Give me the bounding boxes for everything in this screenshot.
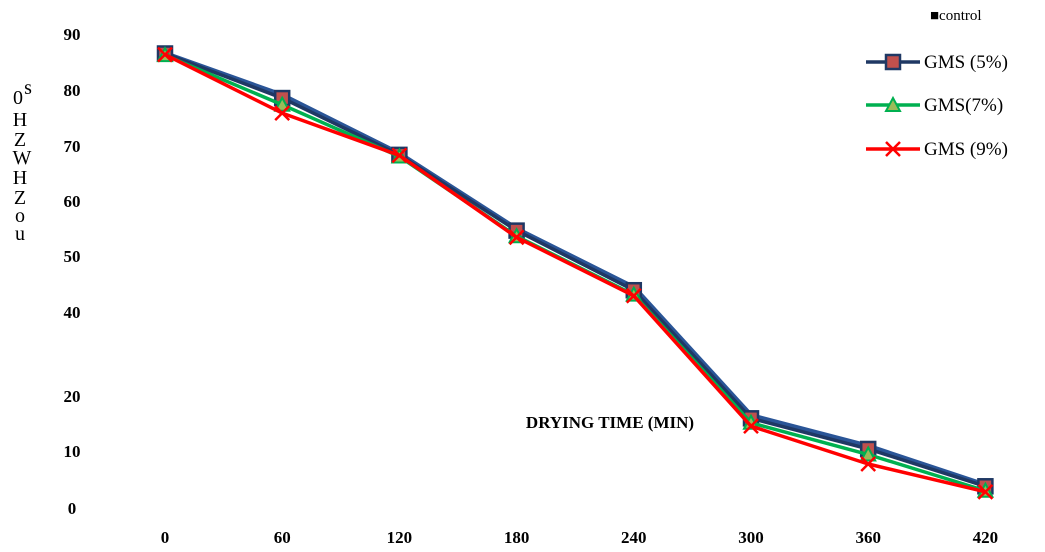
series-line: [164, 51, 986, 488]
x-tick-label: 300: [738, 528, 764, 547]
data-point-triangle: [273, 95, 291, 112]
y-axis-label-glyph: H: [13, 109, 27, 131]
y-tick-label: 60: [64, 192, 81, 211]
x-tick-label: 240: [621, 528, 647, 547]
series-control: [164, 51, 987, 488]
legend-header: ■control: [930, 8, 982, 24]
data-point-x: [157, 46, 173, 63]
y-tick-label: 0: [68, 499, 77, 518]
legend-label: GMS (9%): [924, 139, 1008, 160]
data-point-x: [885, 141, 901, 157]
x-tick-label: 420: [973, 528, 999, 547]
data-point-x: [391, 147, 408, 164]
series-lines: [156, 45, 995, 500]
y-axis-label-glyph: u: [15, 223, 25, 245]
series-gms-9-: [157, 46, 994, 500]
y-axis-label-glyph: s: [24, 77, 32, 99]
y-tick-label: 20: [64, 387, 81, 406]
y-tick-label: 50: [64, 247, 81, 266]
y-tick-label: 40: [64, 303, 81, 322]
legend-entry: GMS(7%): [866, 95, 1003, 116]
y-axis-label-glyph: Z: [14, 187, 26, 209]
y-axis-label-glyph: 0: [13, 87, 23, 109]
x-axis-ticks: 0 60 120 180 240 300 360 420: [161, 528, 998, 547]
data-point-triangle: [859, 445, 877, 462]
y-axis-label-glyph: H: [13, 167, 27, 189]
data-point-x: [274, 105, 291, 121]
data-point-x: [508, 229, 525, 246]
data-point-triangle: [884, 95, 902, 112]
y-tick-label: 70: [64, 137, 81, 156]
x-tick-label: 180: [504, 528, 530, 547]
data-point-square: [884, 53, 902, 71]
legend: ■control GMS (5%) GMS(7%) GMS (9%): [866, 8, 1008, 160]
data-point-x: [743, 418, 759, 435]
y-axis-label-glyph: Z: [14, 129, 26, 151]
x-tick-label: 120: [387, 528, 413, 547]
data-point-x: [860, 456, 877, 472]
y-tick-label: 90: [64, 25, 81, 44]
x-tick-label: 60: [274, 528, 291, 547]
y-axis-label-glyph: o: [15, 205, 25, 227]
legend-label: GMS(7%): [924, 95, 1003, 116]
y-axis-label-glyph: W: [13, 147, 32, 169]
x-tick-label: 360: [855, 528, 881, 547]
x-tick-label: 0: [161, 528, 170, 547]
y-axis-ticks: 90 80 70 60 50 40 20 10 0: [64, 25, 81, 518]
y-tick-label: 80: [64, 81, 81, 100]
legend-entry: GMS (5%): [866, 52, 1008, 73]
y-tick-label: 10: [64, 442, 81, 461]
data-point-x: [977, 483, 994, 500]
x-axis-label: DRYING TIME (MIN): [526, 413, 694, 432]
series-line: [164, 51, 987, 488]
data-point-x: [625, 287, 642, 304]
series-line: [164, 53, 986, 494]
legend-label: GMS (5%): [924, 52, 1008, 73]
legend-entry: GMS (9%): [866, 139, 1008, 160]
